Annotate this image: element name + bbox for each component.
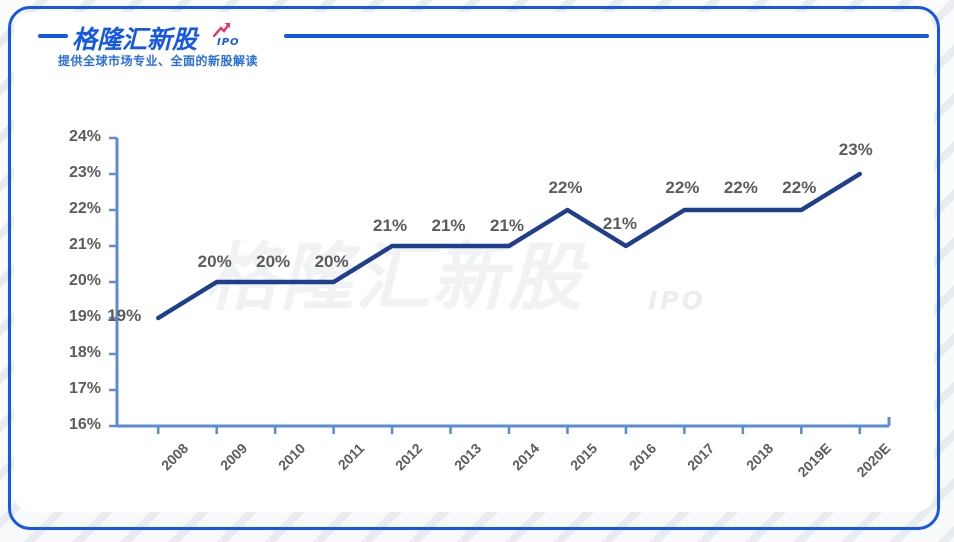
y-axis-tick-label: 22%	[68, 200, 101, 217]
series-line-path	[155, 171, 863, 321]
y-axis-tick-label: 16%	[68, 416, 101, 433]
data-point-label: 21%	[373, 216, 408, 235]
header-rule-left	[38, 34, 68, 38]
y-axis-tick-label: 17%	[68, 380, 101, 397]
rounded-blue-frame	[8, 6, 940, 530]
data-point-label: 23%	[838, 140, 873, 159]
axes-group	[109, 136, 891, 434]
y-axis-tick-label: 19%	[68, 308, 101, 325]
brand-subtitle: 提供全球市场专业、全面的新股解读	[58, 54, 259, 68]
brand-header: 格隆汇新股 IPO 提供全球市场专业、全面的新股解读	[14, 12, 934, 78]
line-chart: 格隆汇新股 IPO 24% 23% 22% 21% 20% 19% 18% 17% 16% 20…	[14, 78, 934, 512]
data-point-label: 20%	[314, 252, 349, 271]
y-axis-tick-label: 20%	[68, 272, 101, 289]
header-rule-right	[284, 34, 929, 38]
data-point-label: 21%	[602, 214, 637, 233]
watermark-ipo-badge: IPO	[648, 286, 706, 315]
y-axis-tick-label: 24%	[68, 128, 101, 145]
y-axis-tick-label: 18%	[68, 344, 101, 361]
data-point-label: 21%	[489, 216, 525, 235]
content-card: 格隆汇新股 IPO 提供全球市场专业、全面的新股解读 格隆汇新股 IPO 24%…	[14, 12, 934, 512]
data-point-label: 22%	[548, 178, 583, 197]
data-point-label: 21%	[431, 216, 466, 235]
trend-up-arrow-icon	[213, 22, 231, 38]
data-point-label: 22%	[723, 178, 758, 197]
data-point-label: 22%	[665, 178, 700, 197]
logo-text: 格隆汇新股	[72, 25, 198, 54]
logo-ipo-badge: IPO	[217, 37, 240, 48]
plot-svg	[109, 136, 891, 434]
y-axis-tick-label: 21%	[68, 236, 101, 253]
data-point-label: 20%	[256, 252, 291, 271]
data-point-label: 20%	[197, 252, 232, 271]
data-point-label: 19%	[107, 306, 142, 325]
y-axis-tick-label: 23%	[68, 164, 101, 181]
data-point-label: 22%	[782, 178, 817, 197]
watermark-text: 格隆汇新股	[204, 235, 584, 321]
